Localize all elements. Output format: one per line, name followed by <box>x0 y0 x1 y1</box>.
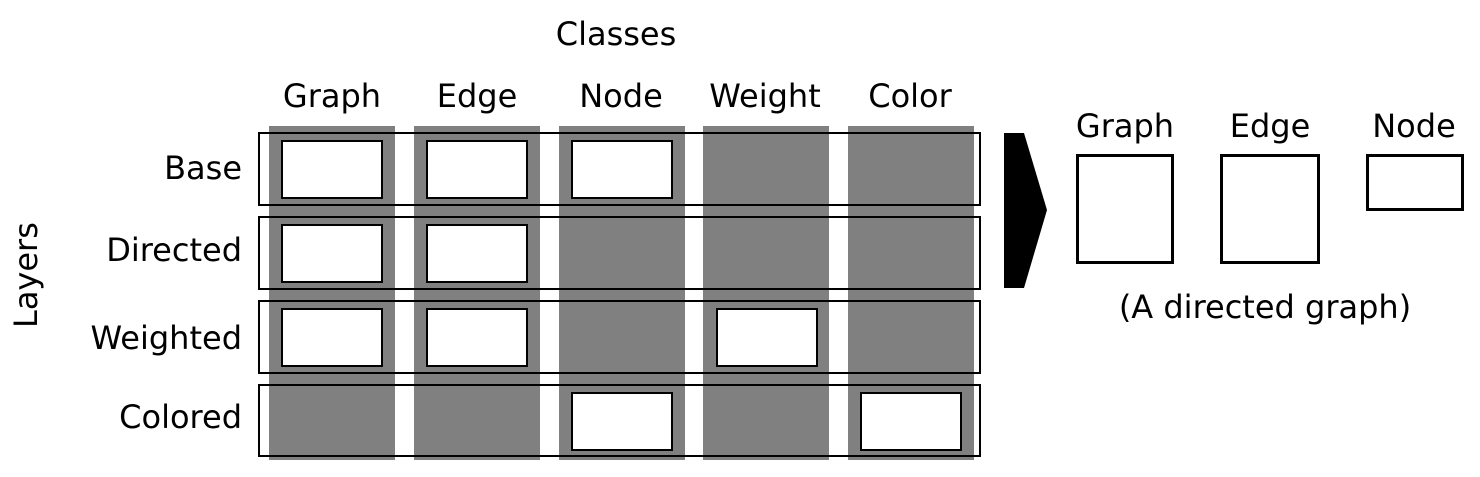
result-header-graph: Graph <box>1075 107 1175 145</box>
result-caption: (A directed graph) <box>1118 288 1412 326</box>
layers-title: Layers <box>7 222 45 328</box>
layer-row-base <box>258 132 981 206</box>
result-graph-box <box>1076 154 1174 264</box>
cell-base-node <box>571 140 673 199</box>
row-label-directed: Directed <box>106 231 242 269</box>
column-header-weight: Weight <box>709 77 821 115</box>
column-header-graph: Graph <box>282 77 382 115</box>
class-column-weight <box>703 126 829 460</box>
row-label-base: Base <box>164 149 242 187</box>
arrow-shape <box>1004 133 1047 288</box>
result-header-node: Node <box>1372 107 1456 145</box>
cell-colored-color <box>860 392 962 451</box>
cell-directed-edge <box>426 224 528 283</box>
classes-title: Classes <box>555 15 677 53</box>
cell-weighted-graph <box>281 308 383 367</box>
cell-colored-node <box>571 392 673 451</box>
layer-row-colored <box>258 384 981 457</box>
result-header-edge: Edge <box>1229 107 1311 145</box>
layer-row-weighted <box>258 300 981 374</box>
cell-directed-graph <box>281 224 383 283</box>
column-header-color: Color <box>868 77 952 115</box>
layer-row-directed <box>258 216 981 290</box>
cell-weighted-weight <box>716 308 818 367</box>
result-node-box <box>1366 154 1464 211</box>
result-edge-box <box>1220 154 1320 264</box>
column-header-edge: Edge <box>436 77 518 115</box>
cell-weighted-edge <box>426 308 528 367</box>
cell-base-edge <box>426 140 528 199</box>
column-header-node: Node <box>579 77 663 115</box>
cell-base-graph <box>281 140 383 199</box>
row-label-weighted: Weighted <box>90 319 242 357</box>
row-label-colored: Colored <box>119 398 242 436</box>
